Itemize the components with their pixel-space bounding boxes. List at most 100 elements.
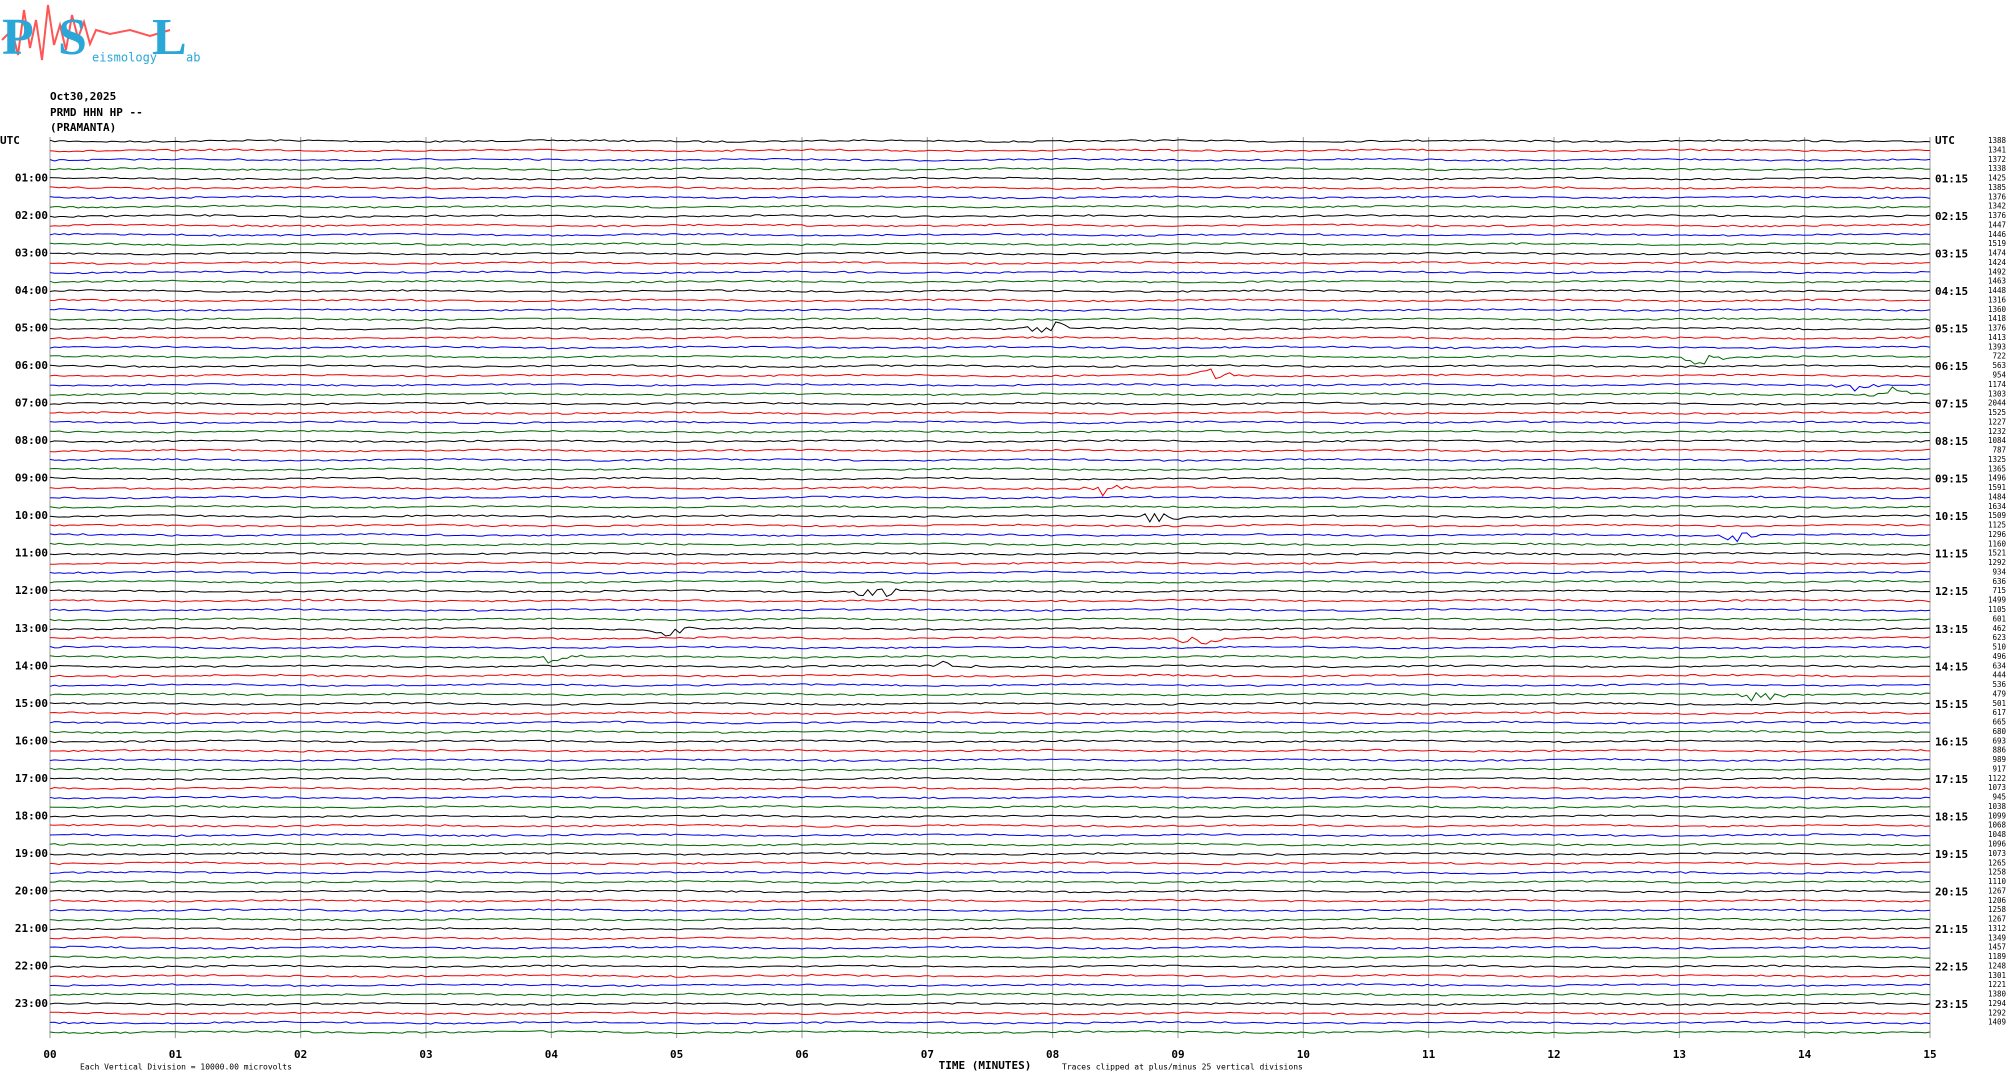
trace-value: 1316	[1988, 295, 2007, 304]
trace-value: 1174	[1988, 380, 2007, 389]
trace-value: 1509	[1988, 511, 2006, 520]
trace-value: 787	[1992, 446, 2006, 455]
trace	[49, 617, 1931, 622]
x-label: 10	[1297, 1048, 1310, 1061]
trace-value: 1376	[1988, 324, 2007, 333]
x-label: 08	[1046, 1048, 1059, 1061]
trace-value: 693	[1992, 736, 2006, 745]
trace-value: 1413	[1988, 333, 2006, 342]
right-label: 11:15	[1935, 548, 1968, 561]
trace-value: 886	[1992, 746, 2006, 755]
trace-value: 1125	[1988, 521, 2006, 530]
left-label: 20:00	[15, 884, 48, 897]
trace	[49, 214, 1931, 218]
trace-value: 1418	[1988, 314, 2007, 323]
x-label: 05	[670, 1048, 683, 1061]
x-label: 14	[1798, 1048, 1812, 1061]
trace-value: 1073	[1988, 783, 2006, 792]
trace	[49, 814, 1930, 819]
left-label: 16:00	[15, 734, 48, 747]
trace	[49, 842, 1931, 847]
trace	[49, 767, 1931, 772]
trace	[49, 223, 1931, 228]
trace	[49, 588, 1931, 598]
right-label: 08:15	[1935, 435, 1968, 448]
trace-value: 501	[1992, 699, 2006, 708]
trace	[49, 861, 1931, 866]
trace-value: 1292	[1988, 558, 2006, 567]
logo-letter: S	[58, 9, 87, 66]
trace-value: 1380	[1988, 990, 2007, 999]
right-label: 07:15	[1935, 398, 1968, 411]
trace-value: 1492	[1988, 267, 2006, 276]
trace-value: 1294	[1988, 999, 2007, 1008]
trace	[49, 1011, 1931, 1016]
logo: P S L eismology ab	[1, 4, 200, 66]
trace	[49, 1030, 1931, 1035]
trace-value: 1221	[1988, 980, 2006, 989]
right-label: 03:15	[1935, 248, 1968, 261]
trace	[49, 739, 1931, 744]
x-label: 04	[545, 1048, 559, 1061]
right-label: 20:15	[1935, 885, 1968, 898]
trace	[49, 720, 1931, 725]
trace-value: 1448	[1988, 286, 2007, 295]
trace-value: 479	[1992, 689, 2006, 698]
right-label: 09:15	[1935, 473, 1968, 486]
trace	[49, 551, 1931, 556]
trace	[49, 691, 1931, 702]
trace	[49, 936, 1931, 941]
trace-value: 1312	[1988, 924, 2006, 933]
trace	[49, 542, 1931, 547]
trace-value: 1038	[1988, 802, 2007, 811]
trace-value: 680	[1992, 727, 2006, 736]
trace-value: 1099	[1988, 811, 2006, 820]
left-label: 11:00	[15, 547, 48, 560]
trace	[49, 139, 1931, 143]
trace-value: 563	[1992, 361, 2006, 370]
trace	[49, 870, 1930, 875]
x-label: 13	[1673, 1048, 1686, 1061]
left-label: 07:00	[15, 397, 48, 410]
x-label: 07	[921, 1048, 934, 1061]
trace	[49, 484, 1931, 497]
right-label: 17:15	[1935, 773, 1968, 786]
trace	[49, 1002, 1931, 1006]
right-label: 04:15	[1935, 285, 1968, 298]
trace	[49, 579, 1931, 584]
left-label: 23:00	[15, 997, 48, 1010]
clip-note: Traces clipped at plus/minus 25 vertical…	[1062, 1063, 1303, 1072]
trace	[49, 458, 1931, 462]
trace	[49, 823, 1931, 828]
trace	[49, 448, 1931, 453]
trace	[49, 261, 1931, 265]
trace	[49, 532, 1931, 543]
trace	[49, 758, 1931, 762]
trace	[49, 711, 1931, 716]
trace-value: 1048	[1988, 830, 2007, 839]
trace-value: 1519	[1988, 239, 2006, 248]
right-label: 02:15	[1935, 210, 1968, 223]
trace	[49, 786, 1931, 791]
trace	[50, 983, 1931, 988]
x-label: 00	[43, 1048, 56, 1061]
trace	[49, 195, 1931, 200]
trace	[49, 945, 1931, 950]
trace-value: 1258	[1988, 905, 2007, 914]
trace	[49, 660, 1931, 669]
site: (PRAMANTA)	[50, 121, 116, 134]
trace-value: 1349	[1988, 933, 2006, 942]
trace	[49, 308, 1931, 312]
trace	[49, 382, 1931, 392]
trace	[49, 973, 1931, 978]
trace-value: 1303	[1988, 389, 2006, 398]
trace-value: 1474	[1988, 249, 2007, 258]
x-label: 06	[795, 1048, 809, 1061]
trace	[49, 232, 1931, 237]
trace-value: 1446	[1988, 230, 2007, 239]
trace	[49, 317, 1931, 322]
trace-value: 1376	[1988, 211, 2007, 220]
trace	[49, 467, 1931, 472]
trace	[49, 964, 1931, 969]
